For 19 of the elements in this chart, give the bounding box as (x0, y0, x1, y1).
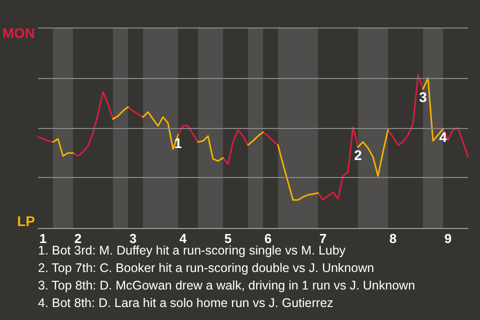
x-tick-label: 6 (264, 231, 272, 246)
annotation: 4 (439, 128, 448, 145)
x-tick-label: 8 (389, 231, 397, 246)
annotation: 2 (354, 147, 362, 164)
text: 4. Bot 8th: D. Lara hit a solo home run vs J. Gutierrez (38, 296, 334, 310)
x-tick-label: 4 (179, 231, 188, 246)
annotation: 3 (419, 89, 428, 106)
x-tick-label: 5 (224, 231, 232, 246)
x-tick-label: 2 (74, 231, 82, 246)
x-tick-label: 3 (129, 231, 137, 246)
text: 2. Top 7th: C. Booker hit a run-scoring double vs J. Unknown (38, 261, 374, 275)
x-tick-label: 1 (39, 231, 47, 246)
text: MON (2, 25, 36, 41)
x-tick-label: 7 (319, 231, 327, 246)
text: LP (17, 213, 35, 229)
x-tick-label: 9 (444, 231, 452, 246)
text: 3. Top 8th: D. McGowan drew a walk, driving in 1 run vs J. Unknown (38, 278, 416, 292)
annotation: 1 (174, 134, 182, 151)
text: 1. Bot 3rd: M. Duffey hit a run-scoring single vs M. Luby (38, 244, 346, 258)
